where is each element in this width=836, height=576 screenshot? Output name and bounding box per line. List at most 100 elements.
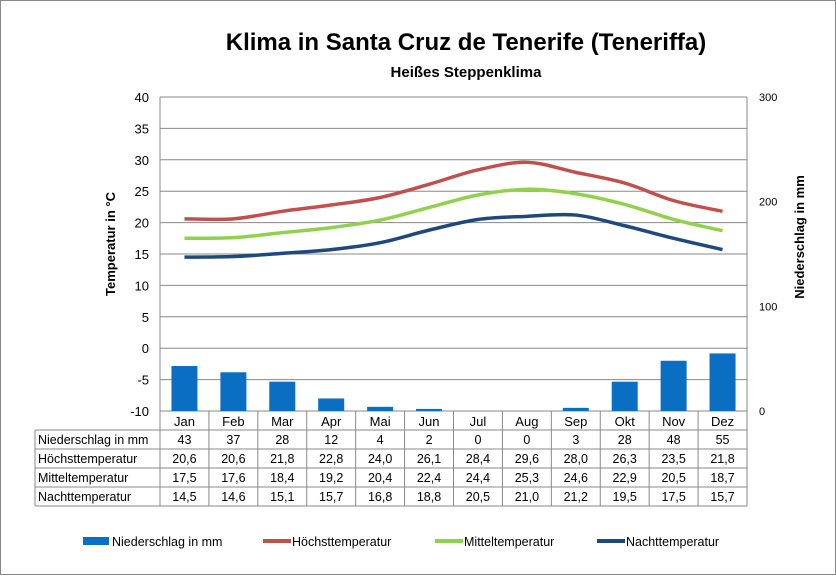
- table-cell: 24,6: [564, 471, 588, 485]
- y-tick-left: 25: [135, 184, 149, 199]
- table-cell: 12: [324, 433, 338, 447]
- month-label: Jul: [470, 414, 487, 429]
- table-cell: 3: [572, 433, 579, 447]
- table-cell: 19,2: [319, 471, 343, 485]
- table-cell: 20,5: [661, 471, 685, 485]
- y-tick-left: 20: [135, 216, 149, 231]
- chart-title: Klima in Santa Cruz de Tenerife (Tenerif…: [226, 29, 707, 56]
- y-axis-left-label: Temperatur in °C: [103, 191, 118, 296]
- y-tick-right: 0: [759, 406, 765, 418]
- table-cell: 15,1: [270, 490, 294, 504]
- table-cell: 21,2: [564, 490, 588, 504]
- table-cell: 20,6: [172, 452, 196, 466]
- bar-mai: [367, 406, 394, 411]
- y-tick-left: 35: [135, 121, 149, 136]
- table-cell: 26,1: [417, 452, 441, 466]
- y-tick-left: 0: [142, 341, 149, 356]
- table-cell: 15,7: [319, 490, 343, 504]
- y-tick-right: 100: [759, 301, 777, 313]
- table-cell: 21,8: [270, 452, 294, 466]
- bar-jan: [171, 365, 198, 411]
- table-cell: 4: [377, 433, 384, 447]
- table-cell: 37: [226, 433, 240, 447]
- table-cell: 17,6: [221, 471, 245, 485]
- y-tick-left: 5: [142, 310, 149, 325]
- table-row-label: Niederschlag in mm: [38, 433, 148, 447]
- month-label: Apr: [321, 414, 342, 429]
- line-höchsttemperatur: [184, 160, 723, 222]
- table-cell: 19,5: [613, 490, 637, 504]
- y-tick-left: 40: [135, 90, 149, 105]
- table-cell: 22,9: [613, 471, 637, 485]
- month-label: Sep: [564, 414, 587, 429]
- table-cell: 55: [716, 433, 730, 447]
- table-cell: 29,6: [515, 452, 539, 466]
- y-tick-right: 200: [759, 197, 777, 209]
- bar-dez: [709, 353, 736, 411]
- month-label: Aug: [515, 414, 538, 429]
- y-tick-left: -10: [130, 404, 149, 419]
- bar-sep: [562, 407, 589, 411]
- table-cell: 26,3: [613, 452, 637, 466]
- table-cell: 16,8: [368, 490, 392, 504]
- month-label: Dez: [711, 414, 734, 429]
- bar-mar: [269, 381, 296, 411]
- table-cell: 24,0: [368, 452, 392, 466]
- table-cell: 24,4: [466, 471, 490, 485]
- table-row-label: Nachttemperatur: [38, 490, 131, 504]
- y-tick-left: -5: [137, 373, 149, 388]
- month-label: Feb: [222, 414, 244, 429]
- table-cell: 18,7: [710, 471, 734, 485]
- y-tick-right: 300: [759, 92, 777, 104]
- y-axis-right-label: Niederschlag in mm: [792, 175, 807, 299]
- table-cell: 28,0: [564, 452, 588, 466]
- legend-label: Niederschlag in mm: [112, 535, 222, 549]
- table-cell: 23,5: [661, 452, 685, 466]
- line-mitteltemperatur: [184, 187, 723, 241]
- table-cell: 14,5: [172, 490, 196, 504]
- table-cell: 25,3: [515, 471, 539, 485]
- legend-label: Mitteltemperatur: [464, 535, 554, 549]
- table-cell: 18,4: [270, 471, 294, 485]
- table-cell: 0: [474, 433, 481, 447]
- month-label: Jun: [419, 414, 440, 429]
- table-cell: 48: [667, 433, 681, 447]
- table-row-label: Mitteltemperatur: [38, 471, 128, 485]
- table-cell: 17,5: [661, 490, 685, 504]
- month-label: Jan: [174, 414, 195, 429]
- y-tick-left: 30: [135, 153, 149, 168]
- table-cell: 28: [275, 433, 289, 447]
- line-nachttemperatur: [184, 212, 723, 259]
- month-label: Okt: [615, 414, 636, 429]
- bar-okt: [611, 381, 638, 411]
- table-cell: 14,6: [221, 490, 245, 504]
- legend-label: Höchsttemperatur: [292, 535, 391, 549]
- table-cell: 28,4: [466, 452, 490, 466]
- table-cell: 17,5: [172, 471, 196, 485]
- table-cell: 20,4: [368, 471, 392, 485]
- legend-label: Nachttemperatur: [626, 535, 719, 549]
- table-cell: 22,4: [417, 471, 441, 485]
- table-cell: 21,8: [710, 452, 734, 466]
- table-cell: 20,5: [466, 490, 490, 504]
- bar-nov: [660, 360, 687, 411]
- bar-feb: [220, 372, 247, 411]
- y-tick-left: 10: [135, 278, 149, 293]
- bar-jun: [416, 408, 443, 411]
- chart-subtitle: Heißes Steppenklima: [391, 64, 543, 81]
- table-cell: 28: [618, 433, 632, 447]
- month-label: Mar: [271, 414, 294, 429]
- table-cell: 15,7: [710, 490, 734, 504]
- month-label: Mai: [370, 414, 391, 429]
- legend-swatch-bar: [83, 537, 109, 545]
- table-cell: 22,8: [319, 452, 343, 466]
- month-label: Nov: [662, 414, 686, 429]
- table-cell: 0: [523, 433, 530, 447]
- y-tick-left: 15: [135, 247, 149, 262]
- table-cell: 21,0: [515, 490, 539, 504]
- table-row-label: Höchsttemperatur: [38, 452, 137, 466]
- bar-apr: [318, 398, 345, 411]
- table-cell: 18,8: [417, 490, 441, 504]
